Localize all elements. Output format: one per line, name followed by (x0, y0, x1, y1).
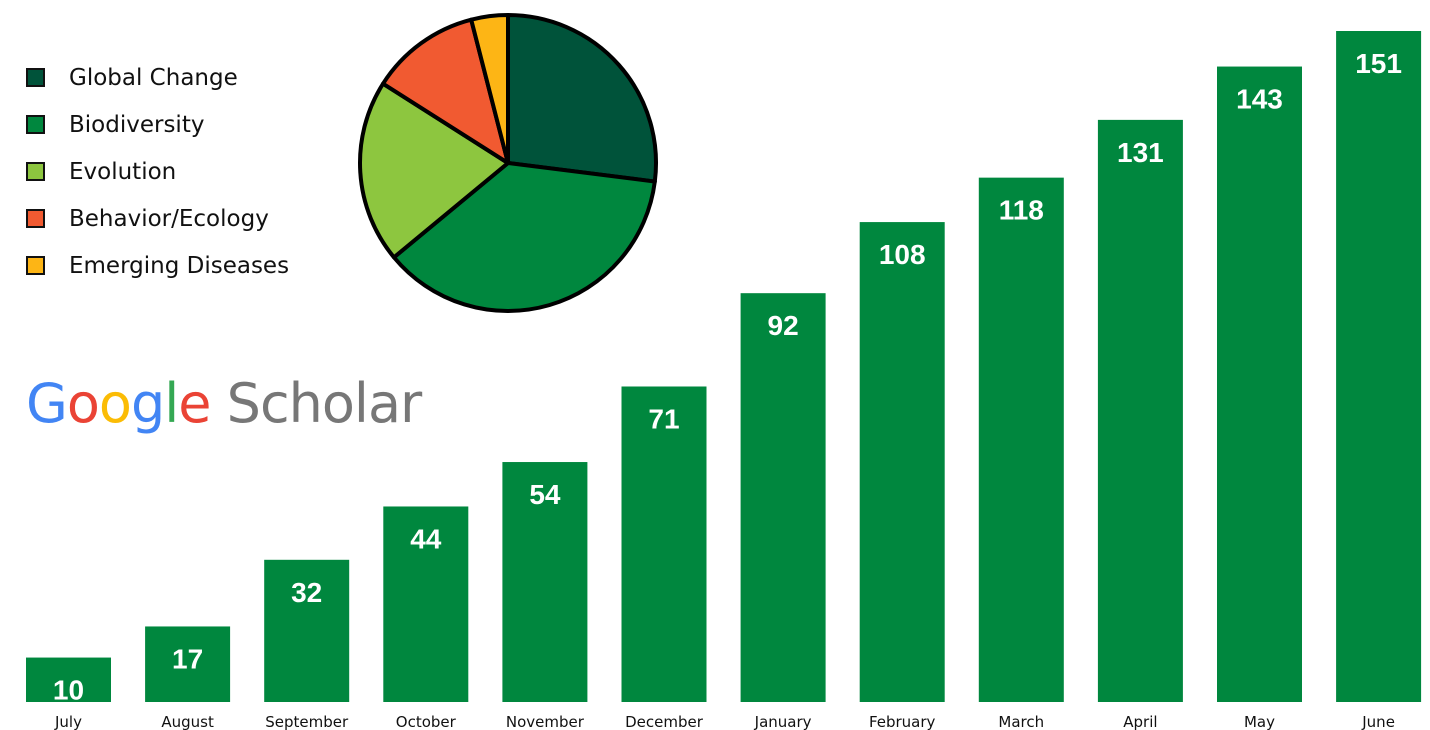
bar-value-label: 44 (410, 523, 442, 554)
logo-letter: o (66, 372, 100, 435)
pie-slice (381, 17, 510, 165)
bar-value-label: 118 (999, 195, 1044, 226)
x-tick-label: October (396, 713, 457, 730)
legend-label: Global Change (69, 64, 238, 91)
pie-legend: Global Change Biodiversity Evolution Behavi… (26, 54, 289, 289)
bar (859, 222, 945, 702)
x-tick-label: August (161, 713, 214, 730)
bar (145, 626, 231, 702)
bar-value-label: 108 (879, 239, 926, 270)
legend-swatch (26, 115, 45, 134)
x-tick-label: February (869, 713, 936, 730)
logo-letter: g (130, 372, 165, 435)
logo-letter: o (98, 372, 132, 435)
logo-letter: o (321, 372, 355, 435)
x-tick-label: November (506, 713, 585, 730)
logo-letter: G (26, 372, 68, 435)
legend-swatch (26, 68, 45, 87)
bar (1217, 66, 1302, 702)
logo-letter (210, 372, 226, 435)
logo-letter: r (400, 372, 422, 435)
logo-letter: a (367, 372, 401, 435)
logo-letter: h (288, 372, 323, 435)
bar (26, 657, 111, 702)
x-tick-label: September (265, 713, 349, 730)
google-scholar-logo: Google Scholar (26, 372, 422, 435)
legend-item: Behavior/Ecology (26, 195, 289, 242)
bar-value-label: 92 (768, 310, 799, 341)
bar-value-label: 143 (1236, 84, 1283, 115)
bar (621, 386, 707, 702)
pie-slice (506, 13, 658, 184)
legend-swatch (26, 256, 45, 275)
legend-label: Biodiversity (69, 111, 205, 138)
x-tick-label: May (1244, 713, 1275, 730)
pie-slice (391, 161, 657, 313)
legend-swatch (26, 162, 45, 181)
logo-letter: l (164, 372, 179, 435)
bar (1097, 119, 1183, 703)
pie-slice (358, 81, 510, 260)
logo-letter: l (353, 372, 369, 435)
logo-letter: c (259, 372, 290, 435)
bar-value-label: 17 (172, 643, 203, 674)
x-tick-label: December (625, 713, 704, 730)
legend-swatch (26, 209, 45, 228)
pie-chart (358, 13, 658, 313)
x-tick-label: June (1361, 713, 1395, 730)
legend-label: Emerging Diseases (69, 252, 290, 279)
bar-value-label: 151 (1355, 48, 1402, 79)
bar (383, 506, 469, 702)
bar-value-label: 54 (529, 479, 561, 510)
legend-item: Global Change (26, 54, 289, 101)
bar (264, 559, 350, 702)
logo-letter: e (178, 372, 211, 435)
x-tick-label: March (998, 713, 1044, 730)
bar-value-label: 71 (648, 403, 679, 434)
x-tick-label: January (754, 713, 812, 730)
legend-label: Behavior/Ecology (69, 205, 269, 232)
legend-item: Emerging Diseases (26, 242, 289, 289)
bar (740, 293, 826, 702)
legend-item: Evolution (26, 148, 289, 195)
x-tick-label: July (54, 713, 82, 730)
bar (978, 177, 1064, 702)
bar (1336, 31, 1422, 702)
pie-slice (469, 13, 510, 165)
legend-label: Evolution (69, 158, 177, 185)
logo-letter: S (226, 372, 261, 435)
bar-value-label: 131 (1117, 137, 1164, 168)
bar-value-label: 32 (291, 577, 322, 608)
bar-value-label: 10 (53, 675, 84, 706)
x-tick-label: April (1123, 713, 1157, 730)
legend-item: Biodiversity (26, 101, 289, 148)
bar (502, 462, 588, 702)
